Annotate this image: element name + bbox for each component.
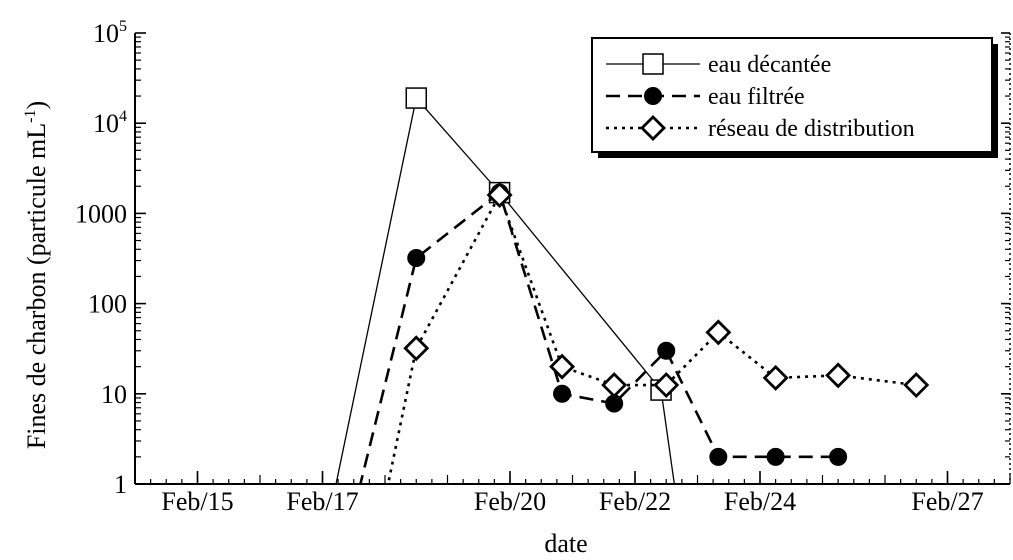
y-tick-label-exponent: 4 [119,108,127,125]
y-tick-label: 10 [101,380,127,409]
x-tick-label: Feb/17 [286,487,358,516]
legend-label: eau filtrée [708,84,805,110]
x-tick-label: Feb/22 [599,487,671,516]
circle-marker [829,447,848,466]
y-tick-label: 1000 [75,199,127,228]
diamond-marker [903,372,930,399]
circle-marker [407,249,426,268]
legend-label: réseau de distribution [708,116,915,142]
y-tick-label: 1 [114,470,127,499]
x-tick-label: Feb/20 [474,487,546,516]
y-tick-label-base: 10 [93,109,119,138]
x-tick-label: Feb/15 [161,487,233,516]
y-axis-label: Fines de charbon (particule mL-1) [22,101,51,449]
y-tick-label-base: 10 [93,19,119,48]
x-tick-label: Feb/24 [724,487,796,516]
diamond-marker [601,372,628,399]
square-marker [405,87,427,109]
circle-marker [644,87,662,105]
series-line [386,191,917,484]
y-tick-label-exponent: 5 [119,18,127,35]
square-marker [642,53,664,75]
diamond-marker [403,335,430,362]
diamond-marker [640,115,666,141]
circle-marker [766,447,785,466]
diamond-marker [549,353,576,380]
legend-label: eau décantée [708,52,831,78]
diamond-marker [762,364,789,391]
x-axis-label: date [544,529,587,558]
y-axis-label-close: ) [22,101,51,110]
diamond-marker [705,319,732,346]
y-tick-label: 104 [93,108,127,138]
y-tick-label: 100 [88,290,127,319]
circle-marker [657,341,676,360]
legend: eau décantée eau filtrée réseau de distrib… [591,37,998,158]
circle-marker [709,447,728,466]
series-layer [335,87,930,484]
series-3 [386,182,930,484]
y-axis-label-exponent: -1 [22,110,39,123]
diamond-marker [825,362,852,389]
y-tick-label: 105 [93,18,127,48]
y-axis-label-text: Fines de charbon (particule mL [22,123,51,449]
series-2 [359,183,848,484]
circle-marker [553,384,572,403]
x-tick-label: Feb/27 [911,487,983,516]
diamond-marker [653,372,680,399]
diamond-marker [486,182,513,208]
